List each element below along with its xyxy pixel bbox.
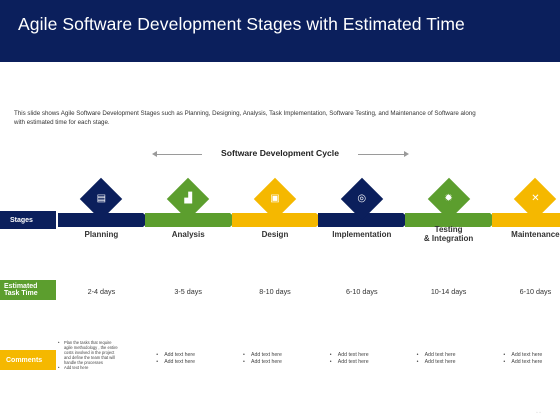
comment-item: Add text here	[503, 352, 560, 359]
document-icon: ▤	[96, 193, 107, 204]
stage-estimated-time: 10-14 days	[430, 287, 467, 296]
target-icon: ◎	[357, 193, 367, 204]
planning-comments: Plan the tasks that require agile method…	[58, 340, 120, 371]
stage-estimated-time: 8-10 days	[259, 287, 291, 296]
comment-item: Add text here	[243, 352, 313, 359]
estimated-label-line2: Task Time	[4, 290, 38, 297]
band-bar	[405, 213, 490, 227]
cycle-line-right	[358, 154, 404, 155]
comments-label: Comments	[6, 356, 43, 364]
stage-name: Planning	[84, 230, 119, 239]
chart-icon: ▟	[184, 193, 193, 204]
layout-icon: ▣	[270, 193, 280, 204]
stage-name: Analysis	[171, 230, 205, 239]
stages-row-label: Stages	[0, 211, 56, 229]
comment-item: Plan the tasks that require agile method…	[58, 340, 120, 365]
estimated-label-line1: Estimated	[4, 282, 38, 290]
cycle-title: Software Development Cycle	[221, 148, 339, 158]
stage-comments: Add text hereAdd text here	[330, 352, 400, 366]
stage-estimated-time: 3-5 days	[174, 287, 202, 296]
stage-name: Maintenance	[511, 230, 560, 239]
comment-item: Add text here	[156, 359, 226, 366]
right-arrow-icon	[404, 151, 409, 157]
stage-estimated-time: 6-10 days	[519, 287, 552, 296]
slide-description: This slide shows Agile Software Developm…	[14, 110, 476, 126]
stage-name: Implementation	[332, 230, 392, 239]
comment-item: Add text here	[330, 359, 400, 366]
comment-item: Add text here	[503, 359, 560, 366]
slide-pager: ◦ ◦	[536, 410, 541, 416]
stage-arrow-band	[492, 213, 560, 227]
stage-name: Design	[261, 230, 289, 239]
stage-comments: Add text hereAdd text here	[417, 352, 487, 366]
stages-label: Stages	[10, 216, 33, 224]
stage-comments: Add text hereAdd text here	[243, 352, 313, 366]
comment-item: Add text here	[417, 352, 487, 359]
stage-estimated-time: 2-4 days	[87, 287, 116, 296]
stage-comments: Add text hereAdd text here	[503, 352, 560, 366]
comment-item: Add text here	[243, 359, 313, 366]
band-bar	[492, 213, 560, 227]
cycle-heading: Software Development Cycle	[150, 146, 410, 162]
title-bar: Agile Software Development Stages with E…	[0, 0, 560, 62]
comments-row-label: Comments	[0, 350, 56, 370]
slide-title: Agile Software Development Stages with E…	[18, 14, 465, 34]
cycle-line-left	[156, 154, 202, 155]
band-bar	[318, 213, 404, 227]
comment-item: Add text here	[330, 352, 400, 359]
stage-name: Testing & Integration	[423, 225, 474, 243]
tools-icon: ✕	[531, 193, 540, 204]
stage-comments: Add text hereAdd text here	[156, 352, 226, 366]
comment-item: Add text here	[417, 359, 487, 366]
left-arrow-icon	[152, 151, 157, 157]
estimated-time-label: Estimated Task Time	[4, 283, 38, 298]
comment-item: Add text here	[58, 365, 120, 370]
estimated-time-row-label: Estimated Task Time	[0, 280, 56, 300]
stage-estimated-time: 6-10 days	[346, 287, 378, 296]
comment-item: Add text here	[156, 352, 226, 359]
gear-icon: ✹	[444, 193, 453, 204]
